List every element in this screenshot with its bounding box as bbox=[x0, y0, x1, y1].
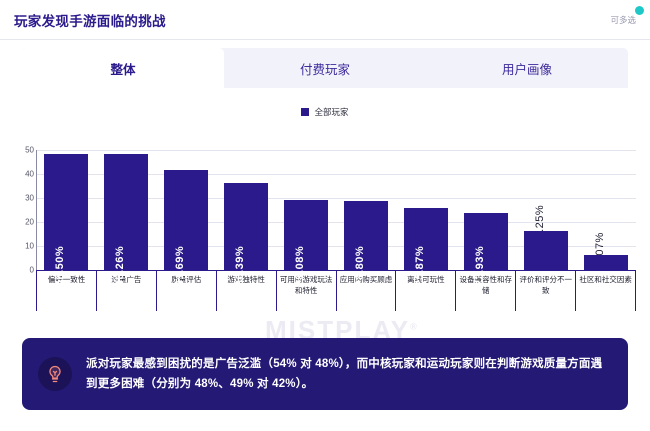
x-axis-category-label: 社区和社交因素 bbox=[575, 271, 637, 311]
y-tick-label: 50 bbox=[25, 145, 34, 155]
grid-line bbox=[36, 174, 636, 175]
bar-value-label: 48.50% bbox=[53, 245, 66, 287]
bar[interactable]: 28.80% bbox=[343, 200, 389, 286]
bar-value-label: 28.80% bbox=[353, 245, 366, 287]
x-axis-line bbox=[36, 270, 636, 271]
chart-legend: 全部玩家 bbox=[0, 106, 650, 118]
tab-bar: 整体 付费玩家 用户画像 bbox=[22, 48, 628, 88]
tab-paying-players[interactable]: 付费玩家 bbox=[224, 48, 426, 88]
lightbulb-icon bbox=[38, 357, 72, 391]
x-axis-category-label: 离线可玩性 bbox=[395, 271, 455, 311]
bar[interactable]: 48.26% bbox=[103, 154, 149, 286]
y-tick-label: 30 bbox=[25, 193, 34, 203]
y-axis: 0 10 20 30 40 50 bbox=[14, 146, 34, 275]
tab-overall[interactable]: 整体 bbox=[22, 48, 224, 88]
y-axis-line bbox=[36, 150, 37, 271]
tab-user-profile[interactable]: 用户画像 bbox=[426, 48, 628, 88]
status-dot-icon bbox=[635, 6, 644, 15]
card-header: 玩家发现手游面临的挑战 可多选 bbox=[0, 0, 650, 40]
x-axis-category-label: 偏好一致性 bbox=[36, 271, 96, 311]
grid-line bbox=[36, 198, 636, 199]
bar[interactable]: 48.50% bbox=[43, 153, 89, 286]
x-axis-category-label: 游戏独特性 bbox=[215, 271, 276, 311]
bar-value-label: 29.08% bbox=[293, 245, 306, 287]
grid-line bbox=[36, 246, 636, 247]
bar[interactable]: 41.69% bbox=[163, 169, 209, 286]
bar-value-label: 36.39% bbox=[233, 245, 246, 287]
y-tick-label: 20 bbox=[25, 217, 34, 227]
watermark-mark: ® bbox=[410, 321, 419, 332]
insight-note: 派对玩家最感到困扰的是广告泛滥（54% 对 48%），而中核玩家和运动玩家则在判… bbox=[22, 338, 628, 410]
bar-value-label: 25.87% bbox=[413, 245, 426, 287]
bar[interactable]: 25.87% bbox=[403, 207, 449, 286]
x-axis-category-label: 质量评估 bbox=[155, 271, 216, 311]
multi-select-hint: 可多选 bbox=[610, 15, 636, 25]
x-axis-category-label: 评价和评分不一致 bbox=[515, 271, 575, 311]
bar-value-label: 41.69% bbox=[173, 245, 186, 287]
x-axis-category-label: 应用内购买顾虑 bbox=[335, 271, 396, 311]
y-tick-label: 40 bbox=[25, 169, 34, 179]
y-tick-label: 10 bbox=[25, 241, 34, 251]
page-title: 玩家发现手游面临的挑战 bbox=[14, 14, 166, 29]
bar-value-label: 23.93% bbox=[473, 245, 486, 287]
bar[interactable] bbox=[583, 255, 629, 270]
chart-plot-area: MISTPLAY® 0 10 20 30 40 50 48.50% 48.26% 41.69%… bbox=[0, 146, 650, 345]
bar[interactable]: 29.08% bbox=[283, 200, 329, 286]
bar-value-label: 48.26% bbox=[113, 245, 126, 287]
bar[interactable] bbox=[523, 231, 569, 270]
bar[interactable]: 23.93% bbox=[463, 212, 509, 286]
y-tick-label: 0 bbox=[29, 265, 34, 275]
x-axis-categories: 偏好一致性 过量广告 质量评估 游戏独特性 可用的游戏玩法和特性 应用内购买顾虑 离线可玩性… bbox=[36, 271, 637, 311]
grid-line bbox=[36, 222, 636, 223]
legend-label-all-players: 全部玩家 bbox=[314, 107, 349, 117]
x-axis-category-label: 过量广告 bbox=[95, 271, 156, 311]
legend-swatch-icon bbox=[301, 108, 310, 116]
insight-note-text: 派对玩家最感到困扰的是广告泛滥（54% 对 48%），而中核玩家和运动玩家则在判… bbox=[86, 357, 603, 390]
bar[interactable]: 36.39% bbox=[223, 182, 269, 286]
grid-line bbox=[36, 150, 636, 151]
bar-group: 48.50% 48.26% 41.69% 36.39% 29.08% 28.80% 25.8… bbox=[36, 150, 636, 286]
x-axis-category-label: 可用的游戏玩法和特性 bbox=[275, 271, 336, 311]
x-axis-category-label: 设备兼容性和存储 bbox=[455, 271, 515, 311]
